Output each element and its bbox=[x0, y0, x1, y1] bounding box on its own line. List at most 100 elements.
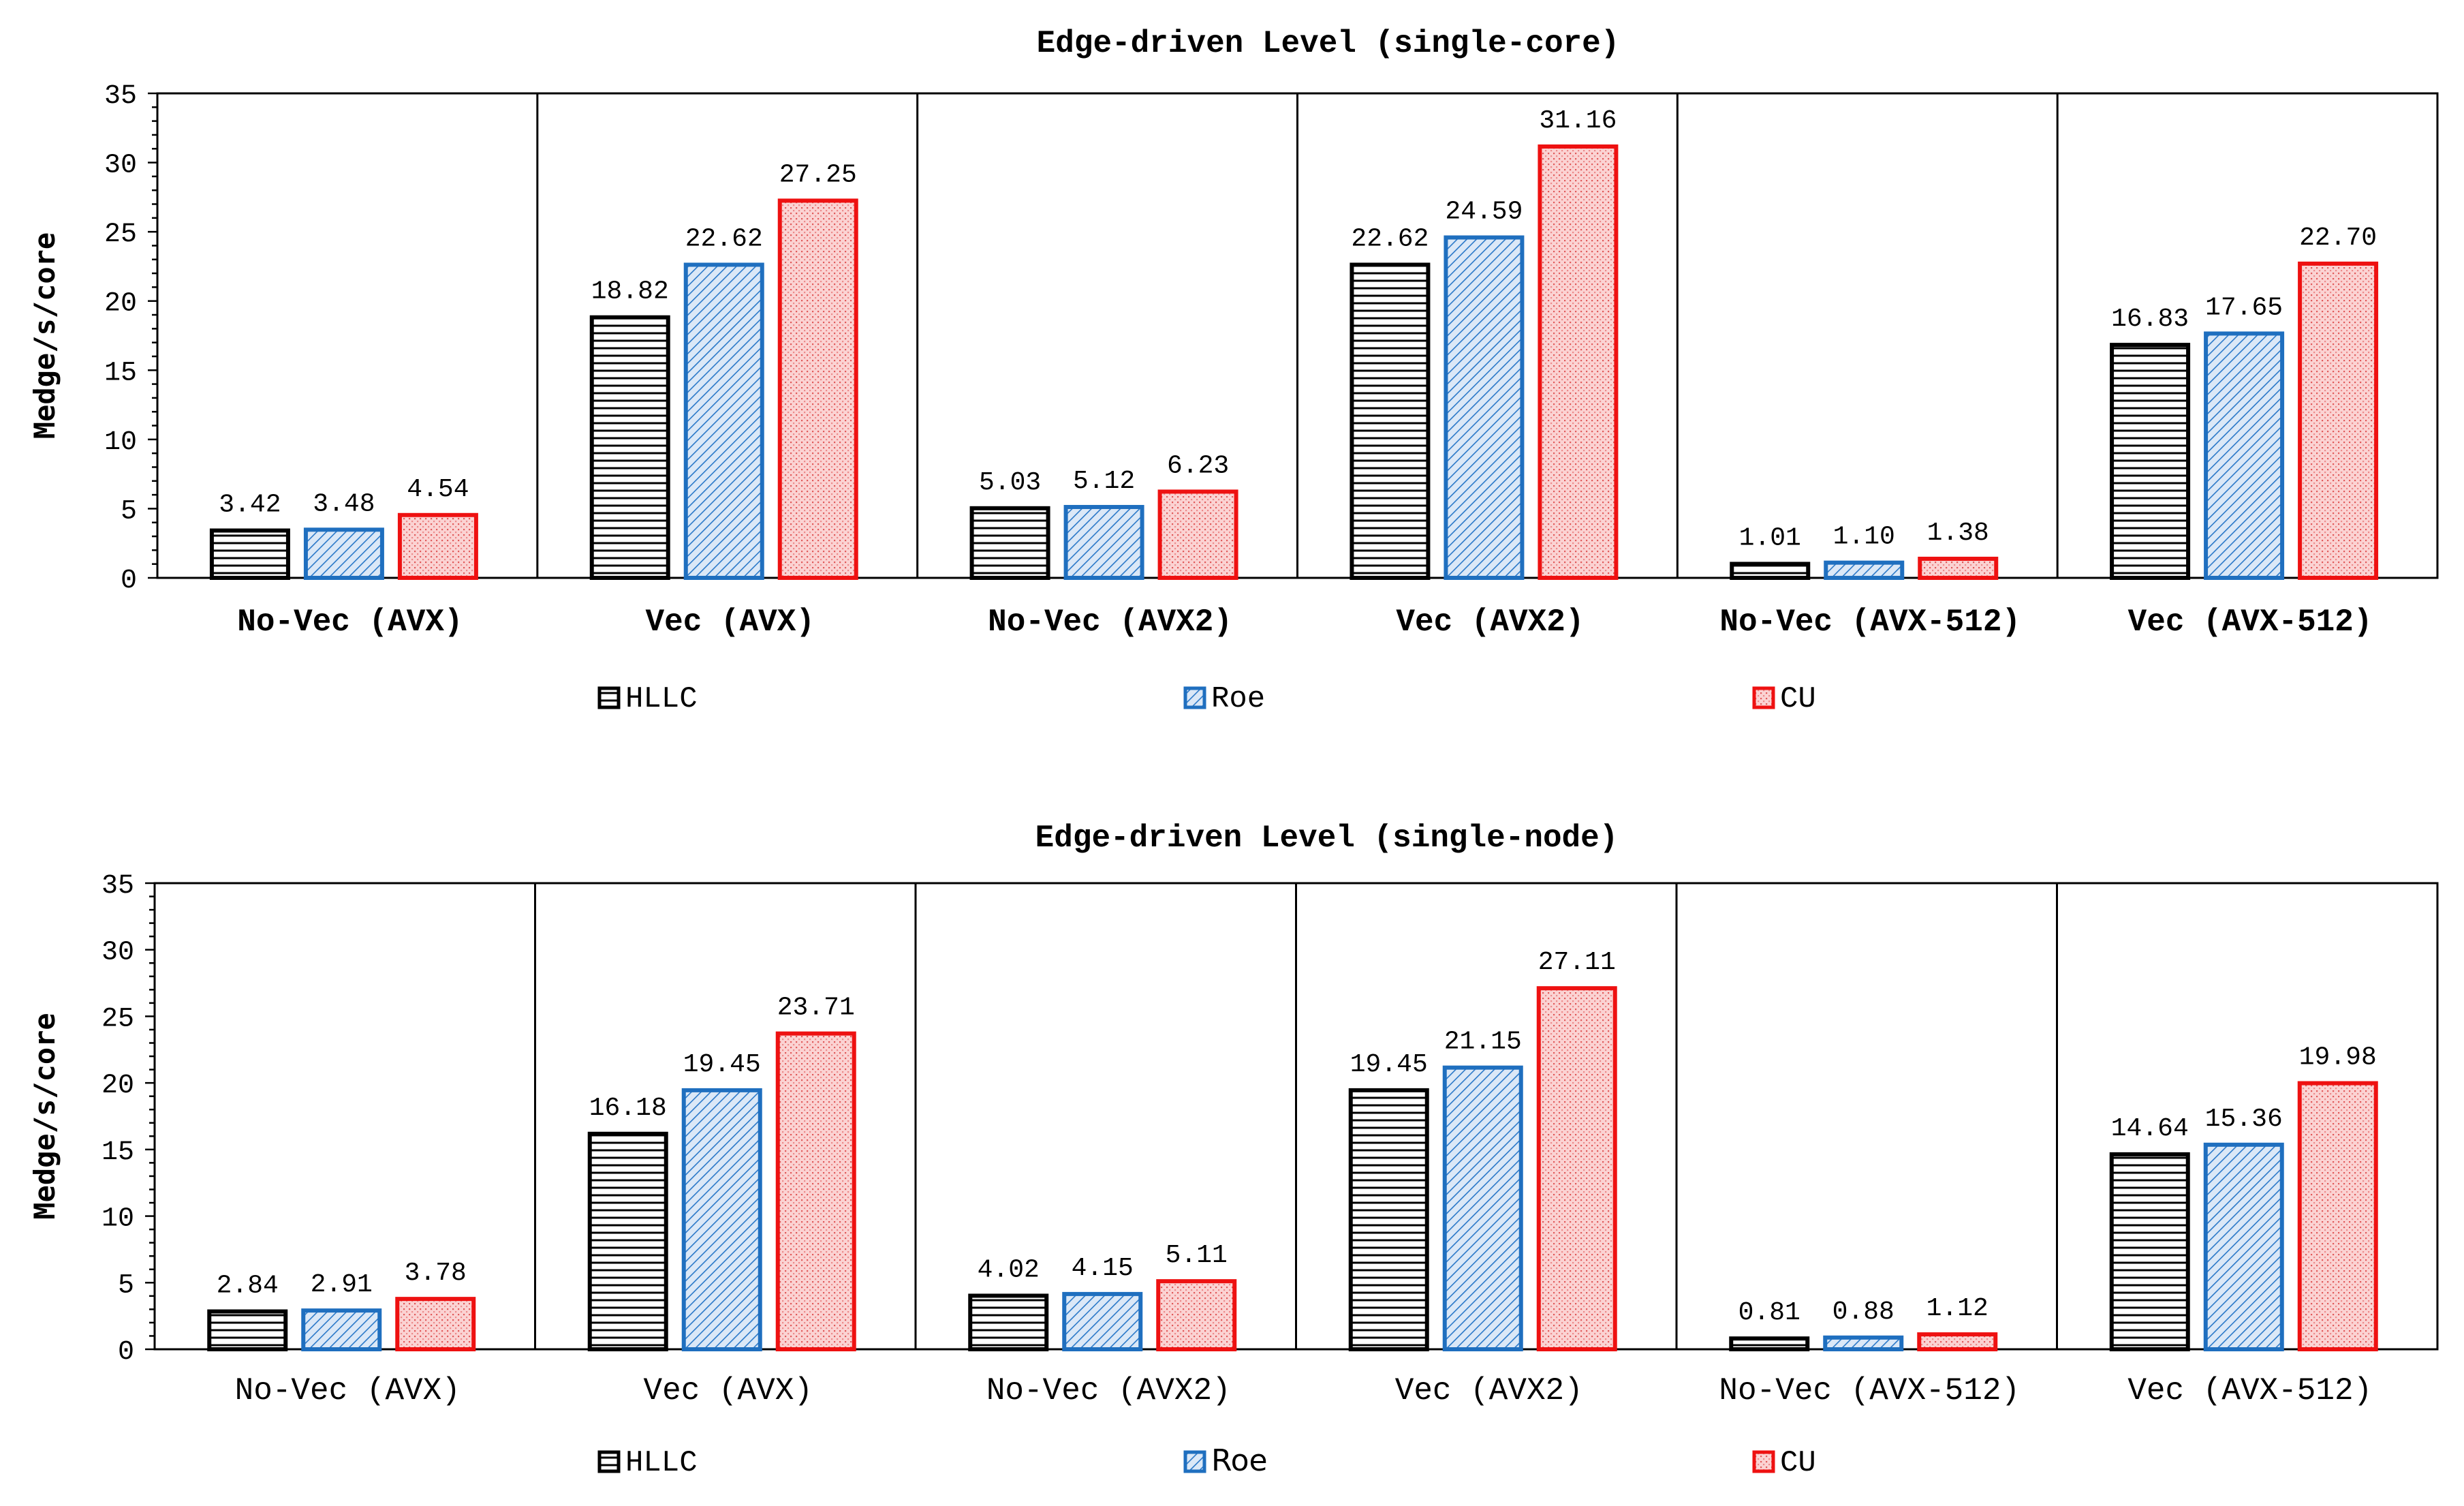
x-category-label-vec-avx-512: Vec (AVX-512) bbox=[2128, 604, 2373, 640]
bar-cu-no-vec-avx-512 bbox=[1917, 1332, 1998, 1352]
y-tick-label: 30 bbox=[104, 151, 137, 181]
bar-roe-no-vec-avx-512 bbox=[1823, 1335, 1904, 1351]
data-label-cu-vec-avx: 27.25 bbox=[779, 160, 857, 189]
y-tick-label: 25 bbox=[104, 219, 137, 250]
legend-label-roe: Roe bbox=[1211, 682, 1265, 716]
y-tick-label: 15 bbox=[102, 1137, 134, 1168]
bar-hllc-no-vec-avx-512 bbox=[1730, 562, 1811, 580]
bar-hllc-no-vec-avx-512 bbox=[1729, 1336, 1810, 1352]
bar-roe-no-vec-avx2 bbox=[1063, 504, 1144, 580]
bar-cu-no-vec-avx bbox=[397, 512, 478, 580]
bar-roe-vec-avx bbox=[681, 1088, 762, 1352]
x-category-label-vec-avx2: Vec (AVX2) bbox=[1396, 604, 1584, 640]
data-label-hllc-no-vec-avx: 2.84 bbox=[217, 1271, 279, 1300]
data-label-roe-vec-avx: 19.45 bbox=[683, 1050, 761, 1079]
y-tick-label: 0 bbox=[118, 1337, 134, 1368]
data-label-cu-no-vec-avx2: 5.11 bbox=[1166, 1241, 1228, 1270]
data-label-roe-vec-avx2: 21.15 bbox=[1444, 1028, 1522, 1057]
y-tick-label: 25 bbox=[102, 1004, 134, 1034]
y-tick-label: 30 bbox=[102, 938, 134, 968]
data-label-hllc-no-vec-avx2: 5.03 bbox=[979, 468, 1041, 497]
bar-cu-no-vec-avx bbox=[395, 1297, 476, 1352]
bar-cu-vec-avx2 bbox=[1538, 144, 1619, 581]
data-label-roe-no-vec-avx2: 5.12 bbox=[1073, 467, 1135, 496]
bar-hllc-vec-avx2 bbox=[1350, 262, 1431, 580]
legend-label-cu: CU bbox=[1780, 682, 1816, 716]
data-label-hllc-no-vec-avx: 3.42 bbox=[219, 491, 281, 520]
x-category-label-vec-avx-512: Vec (AVX-512) bbox=[2127, 1373, 2372, 1409]
x-category-label-vec-avx: Vec (AVX) bbox=[644, 1373, 813, 1409]
data-label-roe-no-vec-avx2: 4.15 bbox=[1072, 1254, 1134, 1283]
bar-roe-vec-avx bbox=[683, 262, 764, 580]
data-label-roe-vec-avx-512: 17.65 bbox=[2205, 293, 2283, 322]
data-label-roe-vec-avx2: 24.59 bbox=[1445, 197, 1523, 226]
bar-hllc-no-vec-avx2 bbox=[968, 1293, 1049, 1352]
data-label-cu-no-vec-avx2: 6.23 bbox=[1167, 451, 1229, 480]
bar-cu-vec-avx2 bbox=[1536, 986, 1617, 1351]
bar-roe-vec-avx-512 bbox=[2204, 331, 2285, 580]
y-tick-label: 20 bbox=[102, 1071, 134, 1101]
bar-cu-vec-avx-512 bbox=[2297, 1081, 2378, 1351]
legend-label-hllc: HLLC bbox=[625, 682, 698, 716]
data-label-roe-vec-avx: 22.62 bbox=[685, 224, 763, 253]
x-category-label-no-vec-avx2: No-Vec (AVX2) bbox=[986, 1373, 1231, 1409]
legend-swatch-cu bbox=[1752, 1450, 1775, 1473]
y-tick-label: 0 bbox=[121, 566, 137, 596]
bar-hllc-vec-avx2 bbox=[1348, 1088, 1429, 1352]
data-label-cu-vec-avx2: 31.16 bbox=[1539, 106, 1617, 136]
data-label-cu-no-vec-avx: 4.54 bbox=[407, 475, 469, 504]
bar-cu-vec-avx bbox=[775, 1031, 856, 1352]
bar-hllc-no-vec-avx2 bbox=[969, 506, 1050, 581]
bar-roe-no-vec-avx-512 bbox=[1824, 560, 1905, 581]
legend-swatch-roe bbox=[1183, 1450, 1206, 1473]
data-label-hllc-vec-avx: 18.82 bbox=[591, 277, 669, 307]
x-category-label-no-vec-avx: No-Vec (AVX) bbox=[237, 604, 463, 640]
legend-label-roe: Roe bbox=[1211, 1443, 1268, 1478]
data-label-cu-vec-avx-512: 19.98 bbox=[2299, 1043, 2377, 1073]
bar-hllc-no-vec-avx bbox=[209, 528, 290, 580]
data-label-roe-vec-avx-512: 15.36 bbox=[2205, 1105, 2283, 1134]
bar-hllc-vec-avx-512 bbox=[2109, 1152, 2190, 1351]
data-label-roe-no-vec-avx: 2.91 bbox=[311, 1270, 373, 1300]
legend-swatch-cu bbox=[1752, 686, 1775, 709]
y-tick-label: 20 bbox=[104, 289, 137, 320]
bar-roe-vec-avx-512 bbox=[2203, 1142, 2284, 1351]
bar-cu-no-vec-avx2 bbox=[1156, 1279, 1237, 1351]
data-label-cu-no-vec-avx-512: 1.12 bbox=[1927, 1294, 1989, 1323]
data-label-roe-no-vec-avx: 3.48 bbox=[313, 489, 375, 519]
x-category-label-no-vec-avx-512: No-Vec (AVX-512) bbox=[1719, 604, 2021, 640]
bar-roe-no-vec-avx bbox=[301, 1308, 382, 1351]
y-tick-label: 35 bbox=[102, 871, 134, 902]
legend-swatch-roe bbox=[1183, 686, 1206, 709]
bar-hllc-vec-avx-512 bbox=[2110, 343, 2191, 580]
data-label-hllc-no-vec-avx2: 4.02 bbox=[978, 1255, 1040, 1285]
chart-title: Edge-driven Level (single-node) bbox=[1035, 820, 1619, 856]
data-label-roe-no-vec-avx-512: 1.10 bbox=[1833, 523, 1895, 552]
y-tick-label: 5 bbox=[118, 1270, 134, 1301]
bar-roe-vec-avx2 bbox=[1442, 1065, 1523, 1351]
x-category-label-vec-avx2: Vec (AVX2) bbox=[1395, 1373, 1583, 1409]
data-label-roe-no-vec-avx-512: 0.88 bbox=[1833, 1297, 1894, 1327]
y-tick-label: 5 bbox=[121, 496, 137, 527]
chart-title: Edge-driven Level (single-core) bbox=[1037, 26, 1620, 61]
data-label-cu-vec-avx2: 27.11 bbox=[1538, 948, 1616, 977]
legend-swatch-hllc bbox=[597, 686, 621, 709]
bar-roe-vec-avx2 bbox=[1444, 235, 1525, 580]
x-category-label-no-vec-avx: No-Vec (AVX) bbox=[235, 1373, 461, 1409]
x-category-label-no-vec-avx-512: No-Vec (AVX-512) bbox=[1719, 1373, 2020, 1409]
bar-hllc-vec-avx bbox=[587, 1131, 668, 1352]
bar-cu-no-vec-avx-512 bbox=[1918, 556, 1999, 581]
data-label-hllc-vec-avx: 16.18 bbox=[589, 1094, 667, 1123]
y-tick-label: 10 bbox=[104, 427, 137, 458]
y-tick-label: 35 bbox=[104, 81, 137, 112]
bar-cu-vec-avx-512 bbox=[2298, 261, 2379, 580]
data-label-hllc-no-vec-avx-512: 1.01 bbox=[1739, 523, 1801, 553]
bar-roe-no-vec-avx2 bbox=[1062, 1291, 1143, 1351]
legend-label-hllc: HLLC bbox=[625, 1446, 698, 1480]
data-label-hllc-no-vec-avx-512: 0.81 bbox=[1738, 1298, 1800, 1327]
data-label-cu-vec-avx: 23.71 bbox=[777, 994, 855, 1023]
data-label-hllc-vec-avx2: 22.62 bbox=[1351, 224, 1429, 253]
data-label-hllc-vec-avx2: 19.45 bbox=[1350, 1050, 1428, 1079]
chart-single-node: Edge-driven Level (single-node) Medge/s/c… bbox=[28, 820, 2439, 1480]
